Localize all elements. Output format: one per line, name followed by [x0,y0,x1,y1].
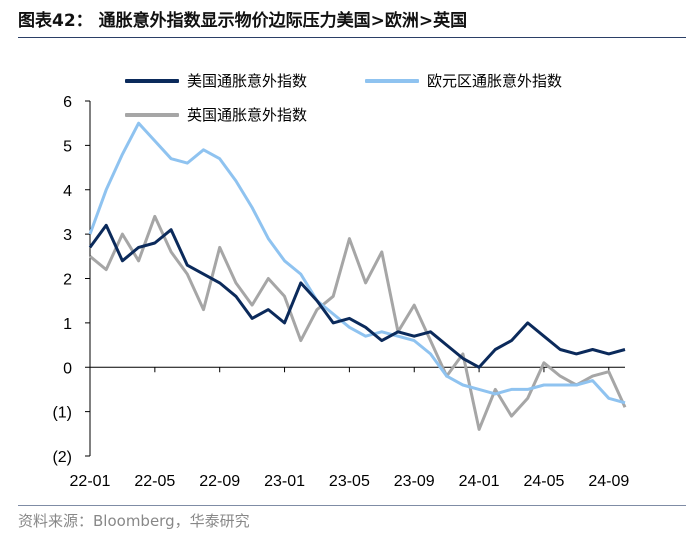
y-tick-label: 0 [63,360,72,377]
x-tick-label: 23-01 [264,473,305,490]
y-tick-label: 2 [63,272,72,289]
x-tick-label: 24-09 [588,473,629,490]
y-tick-label: (2) [52,449,72,466]
x-tick-label: 24-05 [523,473,564,490]
footer-rule [18,505,686,506]
series-line-us [88,223,626,369]
y-tick-label: 4 [63,183,72,200]
legend-swatch-euro [365,78,419,83]
y-tick-label: (1) [52,405,72,422]
legend-label-us: 美国通胀意外指数 [187,72,308,90]
x-tick-label: 22-05 [134,473,175,490]
y-tick-label: 6 [63,94,72,111]
legend-label-uk: 英国通胀意外指数 [187,106,308,124]
legend-item-uk: 英国通胀意外指数 [125,104,307,125]
line-chart: 6 5 4 3 2 1 0 (1) (2) 22-01 22-05 22-09 23-01 23-05 23… [52,94,629,490]
series-line-euro [88,121,626,405]
legend-item-euro: 欧元区通胀意外指数 [365,70,562,91]
series-line-uk [89,214,627,431]
legend-swatch-us [125,78,179,83]
y-tick-label: 1 [63,316,72,333]
x-tick-label: 22-09 [199,473,240,490]
x-tick-label: 24-01 [459,473,500,490]
title-rule [18,37,686,38]
y-tick-label: 5 [63,138,72,155]
x-tick-label: 23-05 [329,473,370,490]
source-note: 资料来源：Bloomberg，华泰研究 [18,512,250,530]
x-tick-label: 23-09 [394,473,435,490]
x-tick-label: 22-01 [70,473,111,490]
chart-title: 图表42： 通胀意外指数显示物价边际压力美国>欧洲>英国 [18,11,468,31]
y-tick-label: 3 [63,227,72,244]
legend-item-us: 美国通胀意外指数 [125,70,307,91]
legend-label-euro: 欧元区通胀意外指数 [427,72,563,90]
legend-swatch-uk [125,112,179,117]
